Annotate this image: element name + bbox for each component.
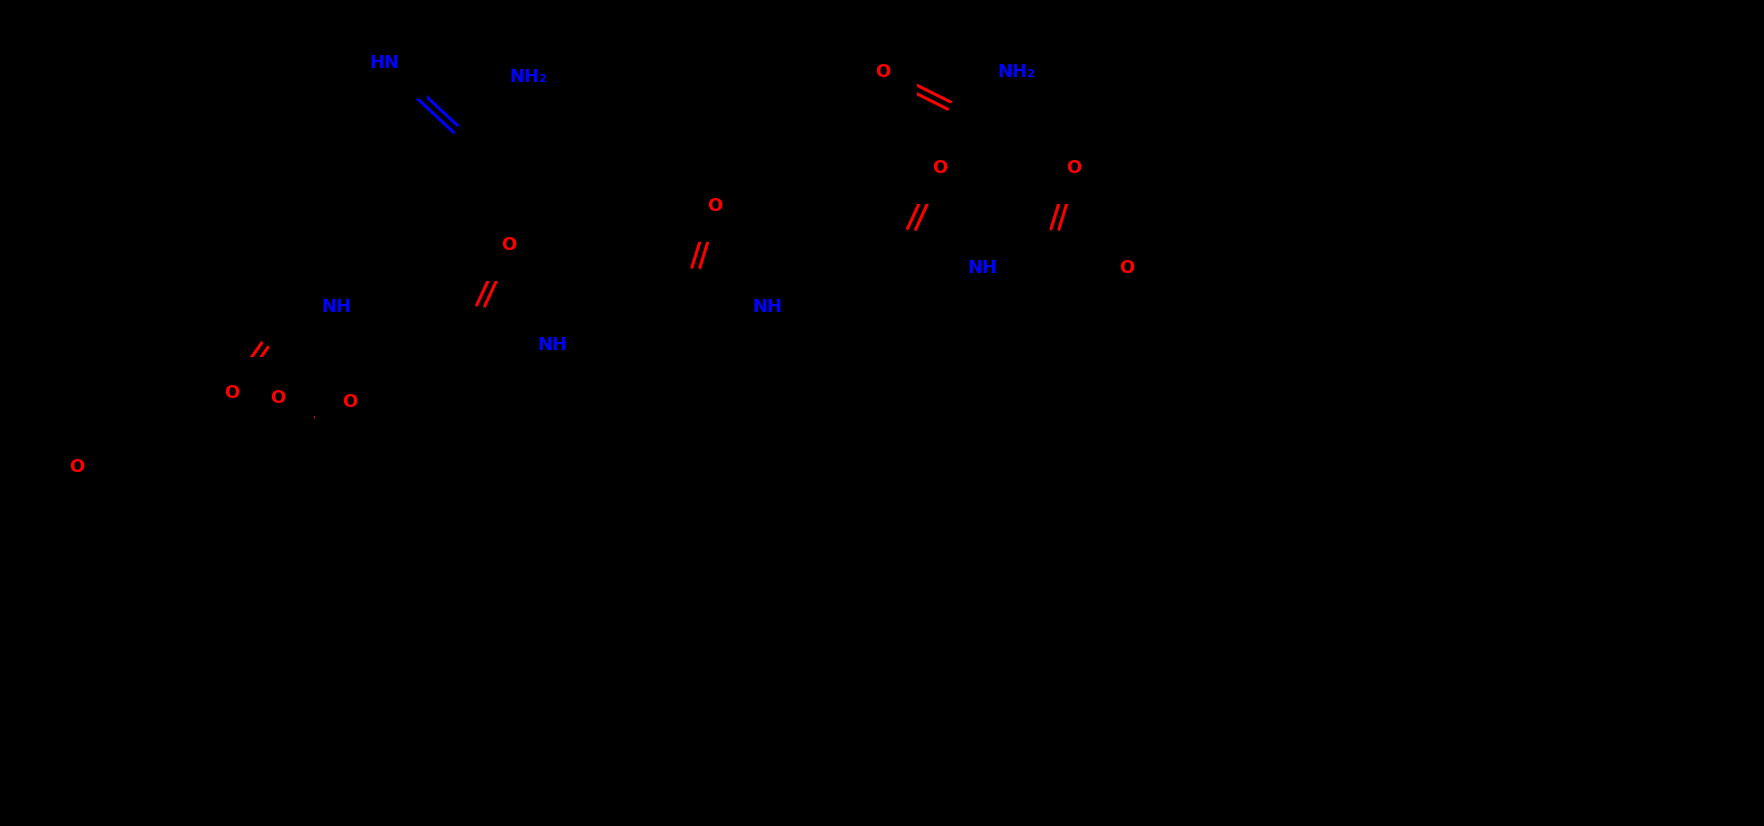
Text: O: O bbox=[224, 384, 238, 402]
Text: O: O bbox=[1065, 159, 1081, 177]
Text: NH: NH bbox=[321, 297, 351, 316]
Text: O: O bbox=[501, 235, 517, 254]
Text: O: O bbox=[270, 389, 284, 406]
Text: O: O bbox=[931, 159, 947, 177]
Text: NH: NH bbox=[967, 259, 997, 278]
Text: O: O bbox=[1118, 259, 1134, 278]
Text: HN: HN bbox=[369, 54, 399, 72]
Text: O: O bbox=[875, 63, 889, 81]
Text: NH: NH bbox=[536, 336, 566, 354]
Text: O: O bbox=[69, 458, 85, 476]
Text: NH₂: NH₂ bbox=[508, 68, 547, 86]
Text: NH: NH bbox=[751, 297, 781, 316]
Text: NH₂: NH₂ bbox=[997, 63, 1035, 81]
Text: O: O bbox=[342, 393, 356, 411]
Text: O: O bbox=[707, 197, 721, 216]
